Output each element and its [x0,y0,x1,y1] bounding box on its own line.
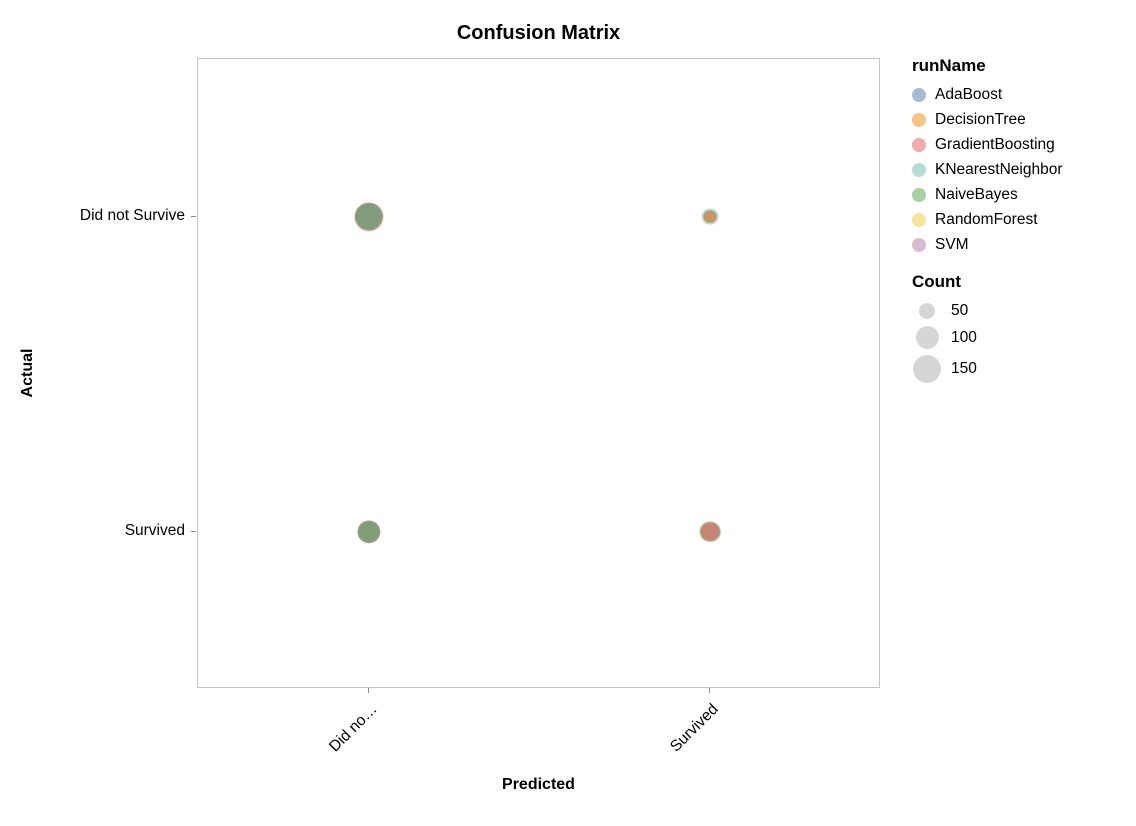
legend-item-label: NaiveBayes [935,186,1018,203]
x-axis-title: Predicted [502,776,575,793]
count-swatch-holder [912,302,942,320]
legend-item-AdaBoost: AdaBoost [912,86,1134,104]
count-item-label: 50 [951,302,969,319]
run-legend-title: runName [912,56,986,75]
count-swatch-holder [912,355,942,384]
legend-item-label: DecisionTree [935,111,1026,128]
bubble-AdaBoost [703,210,717,223]
bubble-AdaBoost [354,202,383,231]
bubble-KNearestNeighbor [357,520,381,543]
bubble-RandomForest [354,202,384,231]
bubble-SVM [357,519,381,544]
count-size-icon [915,326,939,349]
x-tick [709,688,711,693]
count-legend-title: Count [912,272,962,291]
y-tick-label: Survived [124,521,185,539]
bubble-RandomForest [357,520,381,543]
legend-item-RandomForest: RandomForest [912,211,1134,229]
bubble-DecisionTree [700,522,720,541]
bubble-NaiveBayes [355,203,382,230]
legend-swatch-icon [912,113,926,127]
count-legend-items: 50 100 150 [912,302,1134,384]
legend-item-SVM: SVM [912,236,1134,254]
bubble-NaiveBayes [358,521,379,542]
bubble-GradientBoosting [704,210,717,223]
run-legend-items: AdaBoost DecisionTree GradientBoosting KNea… [912,86,1134,254]
count-size-icon [912,355,942,384]
bubble-GradientBoosting [354,202,383,231]
legend-swatch-icon [912,238,926,252]
bubble-AdaBoost [700,521,721,542]
legend-swatch-icon [912,138,926,152]
bubble-SVM [354,202,384,231]
legend-item-DecisionTree: DecisionTree [912,111,1134,129]
y-tick-label: Did not Survive [79,206,185,224]
legend-swatch-icon [912,188,926,202]
bubble-DecisionTree [705,211,716,222]
legend-item-label: GradientBoosting [935,136,1055,153]
bubble-KNearestNeighbor [355,202,383,231]
bubble-NaiveBayes [701,208,719,225]
y-axis-title: Actual [19,348,36,398]
legend-item-NaiveBayes: NaiveBayes [912,186,1134,204]
y-tick [191,530,196,532]
count-item-label: 100 [951,328,977,346]
legend-swatch-icon [912,163,926,177]
count-legend-item: 100 [912,326,1134,349]
legend-item-label: KNearestNeighbor [935,161,1063,178]
chart-title: Confusion Matrix [456,22,621,44]
plot-area [197,58,880,688]
legend-swatch-icon [912,213,926,227]
legend-item-label: AdaBoost [935,86,1003,103]
bubble-RandomForest [704,211,716,222]
count-swatch-holder [912,326,942,349]
bubble-DecisionTree [357,520,381,543]
count-item-label: 150 [951,360,977,378]
bubble-GradientBoosting [700,522,720,541]
bubble-KNearestNeighbor [703,209,718,224]
bubble-SVM [704,210,716,223]
legend: runName AdaBoost DecisionTree GradientBoos… [912,56,1134,389]
x-tick [367,688,369,693]
bubble-AdaBoost [357,520,380,543]
bubble-KNearestNeighbor [700,521,720,542]
legend-swatch-icon [912,88,926,102]
count-size-icon [918,302,936,320]
legend-item-label: RandomForest [935,211,1038,228]
bubble-DecisionTree [354,201,384,232]
count-legend-item: 50 [912,302,1134,320]
legend-item-GradientBoosting: GradientBoosting [912,136,1134,154]
legend-item-KNearestNeighbor: KNearestNeighbor [912,161,1134,179]
y-tick [191,215,196,217]
bubble-NaiveBayes [699,520,722,543]
count-legend-item: 150 [912,355,1134,384]
bubble-SVM [701,522,720,541]
legend-item-label: SVM [935,236,969,253]
bubble-GradientBoosting [357,519,381,544]
bubble-RandomForest [700,521,720,542]
